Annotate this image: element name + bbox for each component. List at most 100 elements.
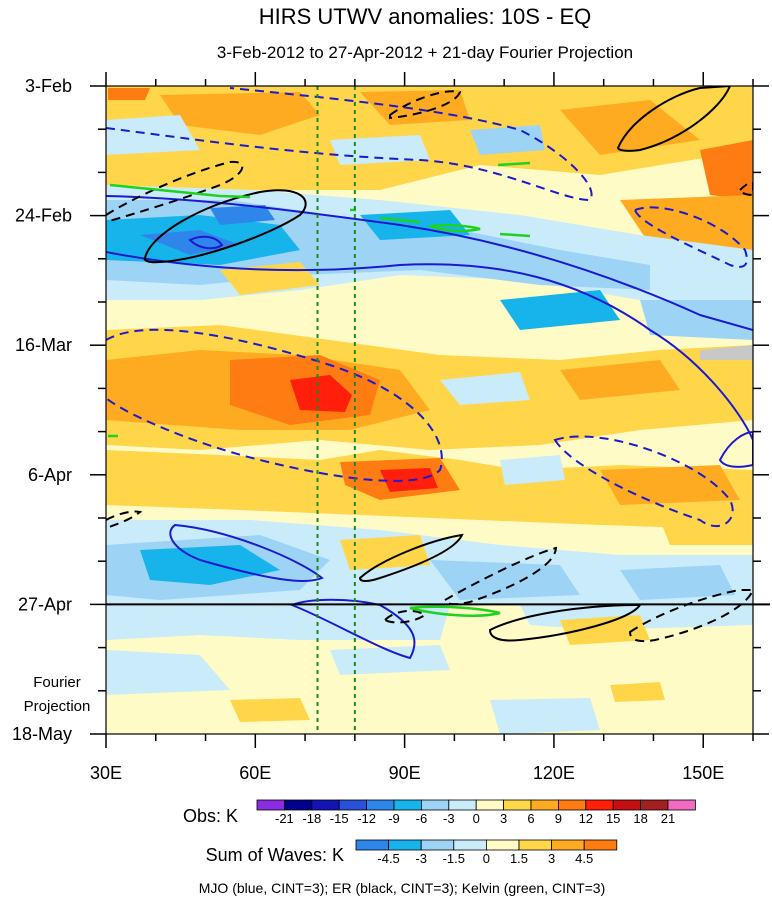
- x-tick-label: 30E: [90, 763, 122, 783]
- mjo-contour-positive: [188, 235, 224, 250]
- colorbar-swatch: [311, 799, 340, 811]
- y-tick-label: 24-Feb: [15, 206, 72, 226]
- colorbar-swatch: [518, 839, 552, 851]
- colorbar-tick-label: 0: [473, 811, 480, 826]
- colorbar-tick-label: 0: [483, 851, 490, 866]
- colorbar-tick-label: -1.5: [443, 851, 465, 866]
- colorbar-swatch: [338, 799, 368, 811]
- anomaly-patch: [360, 90, 470, 125]
- x-tick-label: 60E: [239, 763, 271, 783]
- anomaly-patch: [490, 698, 600, 734]
- colorbar-tick-label: -6: [416, 811, 428, 826]
- anomaly-patch: [700, 140, 753, 200]
- colorbar-swatch: [612, 799, 642, 811]
- colorbar-tick-label: -15: [330, 811, 349, 826]
- colorbar-tick-label: -3: [443, 811, 455, 826]
- er-contour-negative: [738, 180, 753, 197]
- colorbar-tick-label: -4.5: [377, 851, 399, 866]
- er-contour-positive: [616, 86, 732, 152]
- waves-colorbar-label: Sum of Waves: K: [206, 845, 344, 865]
- mjo-contour-positive: [718, 430, 753, 468]
- anomaly-patch: [440, 372, 530, 405]
- mjo-contours: [106, 87, 753, 660]
- kelvin-contour: [379, 216, 421, 224]
- kelvin-contour: [409, 605, 501, 617]
- colorbar-swatch: [388, 839, 422, 851]
- colorbar-tick-label: 3: [548, 851, 555, 866]
- colorbar-swatch: [420, 799, 450, 811]
- x-tick-label: 90E: [389, 763, 421, 783]
- anomaly-patch: [620, 565, 735, 600]
- chart-subtitle: 3-Feb-2012 to 27-Apr-2012 + 21-day Fouri…: [217, 43, 633, 62]
- colorbar-swatch: [256, 799, 285, 811]
- kelvin-contour: [499, 232, 531, 238]
- anomaly-patch: [330, 135, 430, 165]
- colorbar-swatch: [420, 839, 455, 851]
- er-contour-negative: [106, 510, 143, 529]
- y-tick-label: 16-Mar: [15, 335, 72, 355]
- colorbar-swatch: [558, 799, 587, 811]
- colorbar-swatch: [485, 839, 520, 851]
- kelvin-contour: [429, 223, 481, 233]
- er-contour-positive: [358, 533, 464, 582]
- colorbar-swatch: [551, 839, 585, 851]
- mjo-contour-negative: [106, 328, 443, 482]
- er-contour-positive: [488, 603, 642, 642]
- x-tick-label: 120E: [533, 763, 575, 783]
- colorbar-swatch: [453, 839, 487, 851]
- x-tick-label: 150E: [682, 763, 724, 783]
- er-contour-negative: [389, 90, 462, 120]
- colorbar-swatch: [640, 799, 669, 811]
- er-contour-negative: [628, 589, 753, 643]
- mjo-contour-negative: [106, 87, 593, 202]
- colorbar-tick-label: -18: [302, 811, 321, 826]
- anomaly-patch: [160, 92, 320, 135]
- anomaly-patch: [210, 205, 275, 225]
- colorbar-tick-label: 15: [606, 811, 620, 826]
- mjo-contour-negative: [633, 206, 748, 268]
- obs-colorbar: -21 -18 -15 -12 -9 -6 -3 0 3 6 9 12 15 18 21: [256, 799, 696, 826]
- colorbar-swatch: [503, 799, 532, 811]
- colorbar-tick-label: 21: [661, 811, 675, 826]
- colorbar-swatch: [283, 799, 313, 811]
- y-tick-label: 3-Feb: [25, 76, 72, 96]
- mjo-contour-positive: [106, 251, 753, 441]
- mjo-contour-positive: [169, 523, 324, 582]
- anomaly-patch: [106, 650, 230, 695]
- anomaly-patch: [108, 88, 150, 100]
- y-tick-label: 27-Apr: [18, 594, 72, 614]
- waves-colorbar: -4.5 -3 -1.5 0 1.5 3 4.5: [355, 839, 618, 866]
- colorbar-tick-label: 3: [500, 811, 507, 826]
- anomaly-patch: [640, 300, 753, 340]
- anomaly-patch: [560, 615, 650, 645]
- colorbar-swatch: [393, 799, 422, 811]
- contour-legend-note: MJO (blue, CINT=3); ER (black, CINT=3); …: [199, 880, 606, 896]
- y-tick-label: 18-May: [12, 724, 72, 744]
- colorbar-tick-label: -9: [388, 811, 400, 826]
- colorbar-tick-label: -12: [357, 811, 376, 826]
- anomaly-patch: [610, 682, 665, 702]
- anomaly-patch: [290, 375, 352, 412]
- colorbar-tick-label: -3: [415, 851, 427, 866]
- colorbar-tick-label: 12: [579, 811, 593, 826]
- er-contour-negative: [106, 160, 244, 223]
- kelvin-contour: [109, 183, 251, 199]
- mjo-contour-positive: [106, 195, 753, 331]
- colorbar-tick-label: 6: [527, 811, 534, 826]
- anomaly-patch: [500, 290, 620, 330]
- plot-frame: [105, 85, 754, 735]
- colorbar-tick-label: 4.5: [575, 851, 593, 866]
- anomaly-patch: [600, 465, 740, 505]
- reference-longitudes: [316, 86, 356, 734]
- colorbar-swatch: [530, 799, 559, 811]
- anomaly-patch: [140, 545, 280, 585]
- y-axis: 3-Feb 24-Feb 16-Mar 6-Apr 27-Apr 18-May: [12, 76, 769, 744]
- colorbar-tick-label: 1.5: [510, 851, 528, 866]
- colorbar-tick-label: 9: [555, 811, 562, 826]
- anomaly-patch: [700, 345, 753, 360]
- anomaly-patch: [106, 605, 450, 640]
- anomaly-patch: [560, 360, 680, 400]
- colorbar-swatch: [475, 799, 505, 811]
- obs-colorbar-label: Obs: K: [183, 806, 238, 826]
